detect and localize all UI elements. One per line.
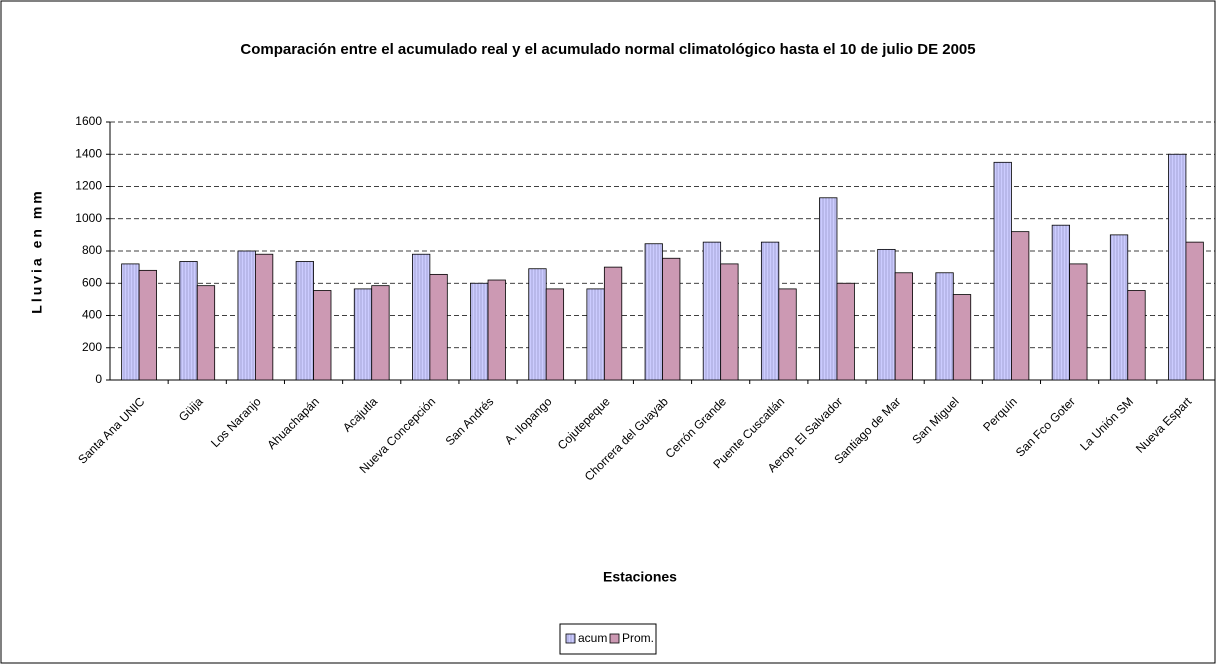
bar xyxy=(935,272,954,381)
bar xyxy=(371,285,390,381)
bar xyxy=(720,263,739,381)
bar xyxy=(1069,263,1088,381)
y-tick-label: 1200 xyxy=(75,179,102,193)
y-tick-label: 0 xyxy=(95,372,102,386)
bar xyxy=(1109,234,1129,381)
bar xyxy=(353,288,373,381)
bar xyxy=(313,290,332,381)
chart-title: Comparación entre el acumulado real y el… xyxy=(240,41,975,58)
y-tick-label: 200 xyxy=(82,340,102,354)
y-tick-label: 400 xyxy=(82,308,102,322)
legend-label: Prom. xyxy=(622,631,654,645)
bar xyxy=(138,269,157,381)
y-tick-label: 1000 xyxy=(75,211,102,225)
bar xyxy=(760,241,780,381)
bar xyxy=(179,261,198,381)
bar xyxy=(702,241,722,381)
y-tick-label: 800 xyxy=(82,243,102,257)
bar xyxy=(528,268,547,381)
bar xyxy=(121,263,140,381)
bar xyxy=(470,282,489,381)
bar xyxy=(894,272,913,381)
y-tick-label: 600 xyxy=(82,275,102,289)
bar xyxy=(1011,231,1030,381)
bar xyxy=(254,253,274,381)
bar xyxy=(877,248,896,381)
y-axis-title: Lluvia en mm xyxy=(29,188,45,313)
bar xyxy=(412,253,431,381)
bar xyxy=(429,273,448,381)
bar xyxy=(778,288,797,381)
bar xyxy=(644,243,663,381)
x-axis-title: Estaciones xyxy=(603,569,677,585)
bar xyxy=(836,282,855,381)
legend-swatch xyxy=(609,633,620,644)
bar xyxy=(952,294,972,381)
bar xyxy=(1051,224,1071,381)
bar xyxy=(237,250,256,381)
bar xyxy=(1168,153,1187,381)
bar xyxy=(819,197,838,381)
bar xyxy=(295,261,314,381)
bar xyxy=(662,257,681,381)
y-tick-label: 1400 xyxy=(75,146,102,160)
bar xyxy=(603,266,623,381)
bar xyxy=(487,279,506,381)
y-tick-label: 1600 xyxy=(75,114,102,128)
bar xyxy=(993,161,1012,381)
bar xyxy=(545,288,565,381)
legend-swatch xyxy=(565,633,576,644)
bar xyxy=(196,285,216,381)
bar xyxy=(1185,241,1204,381)
legend-label: acum xyxy=(578,631,607,645)
bar xyxy=(1127,290,1146,381)
bar xyxy=(586,288,605,381)
legend-box xyxy=(559,623,657,655)
